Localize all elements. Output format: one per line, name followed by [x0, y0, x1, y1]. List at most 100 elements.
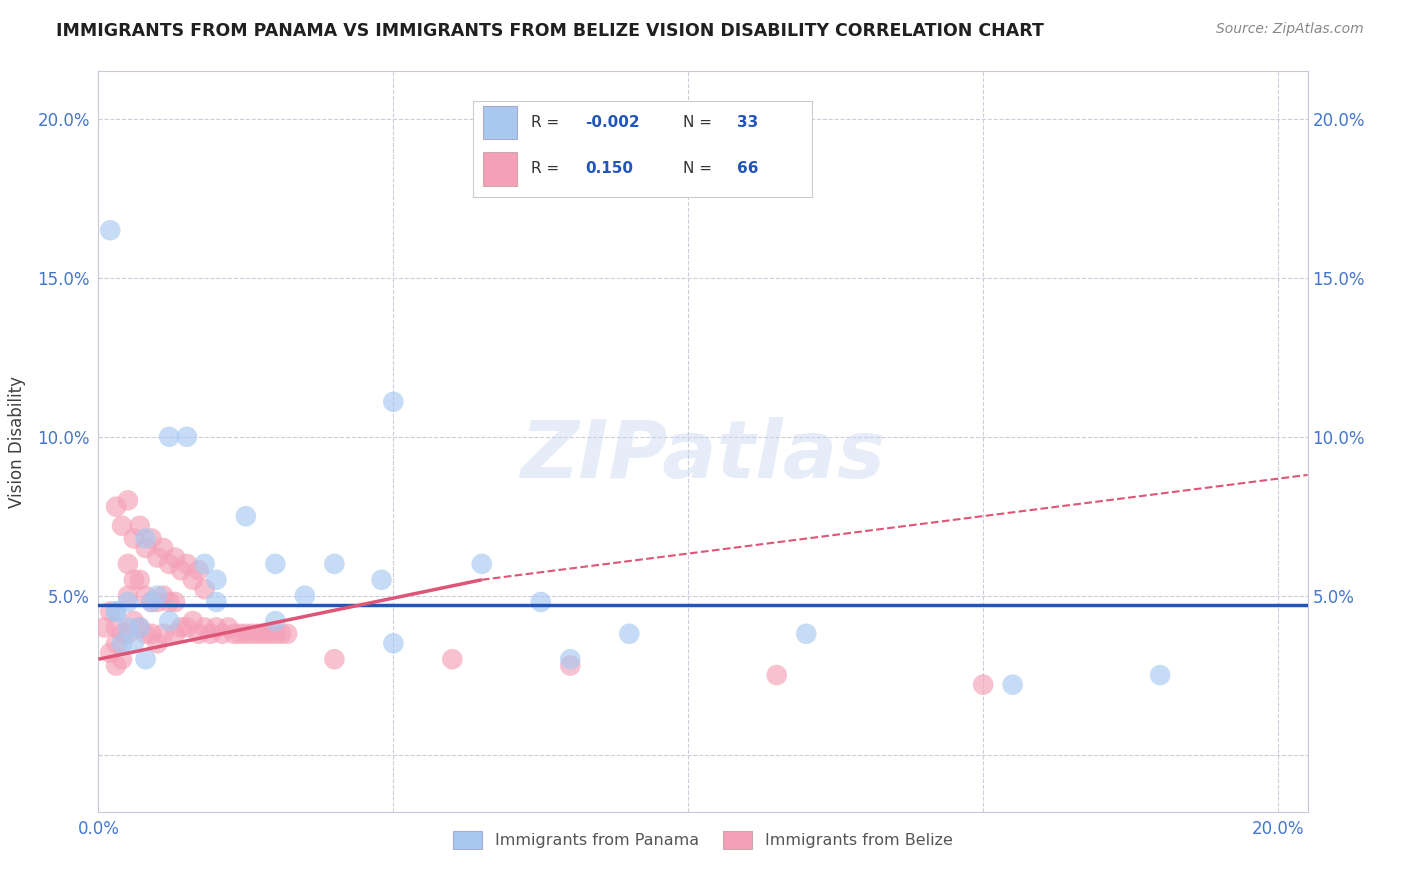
Point [1001, 678, 1024, 692]
Point [165, 627, 187, 641]
Point [135, 652, 157, 666]
Point [98, 223, 121, 237]
Point [146, 636, 169, 650]
Point [259, 627, 281, 641]
Point [205, 595, 228, 609]
Point [235, 509, 257, 524]
Point [122, 573, 145, 587]
Point [235, 627, 257, 641]
Point [111, 518, 134, 533]
Point [560, 658, 582, 673]
Point [170, 620, 193, 634]
Point [560, 652, 582, 666]
Point [270, 627, 292, 641]
Point [194, 620, 217, 634]
Point [972, 678, 994, 692]
Point [135, 627, 157, 641]
Point [93, 620, 115, 634]
Point [294, 589, 316, 603]
Point [222, 627, 245, 641]
Point [141, 627, 163, 641]
Point [111, 636, 134, 650]
Point [205, 620, 228, 634]
Point [122, 532, 145, 546]
Point [264, 614, 287, 628]
Point [117, 595, 139, 609]
Point [441, 652, 464, 666]
Point [105, 658, 128, 673]
Point [181, 614, 204, 628]
Point [794, 627, 817, 641]
Point [264, 627, 287, 641]
Point [1149, 668, 1171, 682]
Point [98, 605, 121, 619]
Point [157, 557, 180, 571]
Point [619, 627, 641, 641]
Point [105, 500, 128, 514]
Point [117, 627, 139, 641]
Text: Source: ZipAtlas.com: Source: ZipAtlas.com [1216, 22, 1364, 37]
Point [135, 589, 157, 603]
Point [165, 595, 187, 609]
Point [105, 605, 128, 619]
Point [117, 557, 139, 571]
Y-axis label: Vision Disability: Vision Disability [8, 376, 27, 508]
Point [117, 493, 139, 508]
Point [382, 636, 405, 650]
Point [146, 550, 169, 565]
Point [157, 595, 180, 609]
Point [205, 573, 228, 587]
Point [176, 620, 198, 634]
Point [152, 589, 174, 603]
Point [98, 646, 121, 660]
Point [146, 589, 169, 603]
Point [141, 595, 163, 609]
Point [152, 627, 174, 641]
Point [135, 541, 157, 555]
Point [122, 636, 145, 650]
Point [122, 614, 145, 628]
Point [165, 550, 187, 565]
Text: IMMIGRANTS FROM PANAMA VS IMMIGRANTS FROM BELIZE VISION DISABILITY CORRELATION C: IMMIGRANTS FROM PANAMA VS IMMIGRANTS FRO… [56, 22, 1045, 40]
Point [200, 627, 222, 641]
Point [105, 620, 128, 634]
Point [240, 627, 263, 641]
Point [170, 563, 193, 577]
Point [111, 627, 134, 641]
Point [176, 557, 198, 571]
Point [157, 614, 180, 628]
Point [128, 620, 150, 634]
Point [187, 563, 209, 577]
Point [194, 582, 217, 597]
Point [194, 557, 217, 571]
Text: ZIPatlas: ZIPatlas [520, 417, 886, 495]
Point [382, 394, 405, 409]
Point [252, 627, 274, 641]
Point [111, 652, 134, 666]
Point [323, 652, 346, 666]
Point [217, 620, 239, 634]
Point [211, 627, 233, 641]
Point [246, 627, 269, 641]
Point [128, 573, 150, 587]
Point [471, 557, 494, 571]
Point [152, 541, 174, 555]
Point [264, 557, 287, 571]
Point [128, 518, 150, 533]
Point [765, 668, 787, 682]
Point [141, 595, 163, 609]
Point [117, 589, 139, 603]
Point [135, 532, 157, 546]
Point [276, 627, 298, 641]
Legend: Immigrants from Panama, Immigrants from Belize: Immigrants from Panama, Immigrants from … [447, 824, 959, 855]
Point [370, 573, 392, 587]
Point [181, 573, 204, 587]
Point [146, 595, 169, 609]
Point [105, 605, 128, 619]
Point [187, 627, 209, 641]
Point [117, 620, 139, 634]
Point [530, 595, 553, 609]
Point [105, 636, 128, 650]
Point [323, 557, 346, 571]
Point [141, 532, 163, 546]
